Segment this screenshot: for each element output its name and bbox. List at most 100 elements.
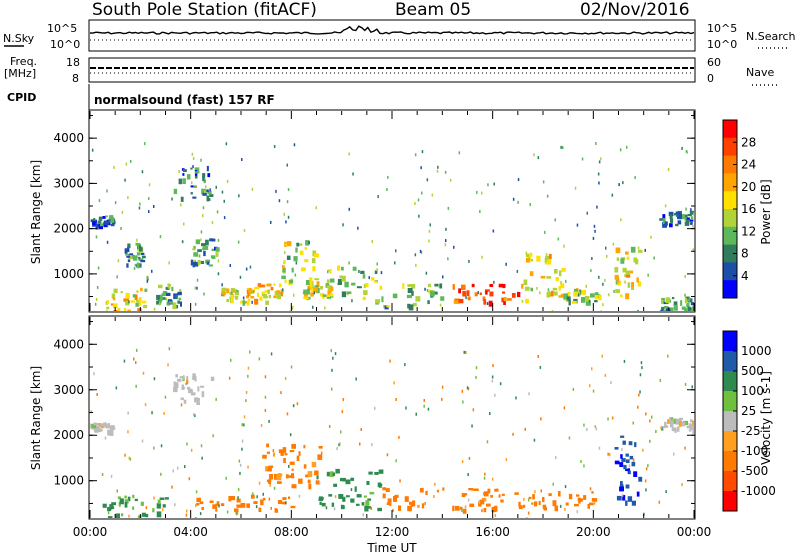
power-cell: [447, 206, 450, 210]
power-cell: [192, 261, 195, 268]
colorbar-segment: [723, 471, 737, 492]
power-cell: [625, 251, 629, 255]
velocity-cell: [269, 483, 271, 487]
power-cell: [667, 168, 670, 171]
nave-tick-bottom: 0: [707, 72, 714, 85]
velocity-cell: [152, 508, 155, 513]
velocity-cell: [92, 425, 96, 429]
velocity-cell: [636, 491, 640, 497]
power-cell: [230, 291, 233, 297]
power-cell: [591, 257, 593, 260]
power-cell: [275, 189, 277, 193]
power-cell: [474, 292, 478, 297]
velocity-cell: [163, 411, 165, 415]
velocity-cell: [515, 396, 517, 400]
power-cell: [439, 283, 443, 289]
power-cell: [201, 243, 206, 247]
power-cell: [268, 294, 272, 299]
freq-tick-top: 18: [66, 56, 80, 69]
power-cell: [428, 229, 431, 233]
power-cell: [466, 290, 470, 296]
power-cell: [600, 310, 602, 311]
power-cell: [225, 142, 228, 146]
power-cell: [124, 248, 127, 254]
velocity-cell: [132, 506, 135, 510]
power-cell: [287, 188, 290, 192]
velocity-cell: [601, 354, 603, 358]
velocity-cell: [475, 366, 478, 370]
velocity-cell: [479, 499, 485, 505]
velocity-cell: [90, 426, 94, 430]
power-cell: [209, 194, 214, 197]
power-cell: [307, 286, 312, 290]
velocity-cell: [286, 412, 289, 416]
power-cell: [165, 286, 170, 290]
velocity-cell: [188, 388, 193, 394]
power-cell: [498, 283, 503, 288]
power-cell: [246, 301, 250, 306]
velocity-cell: [514, 492, 519, 495]
power-cell: [319, 286, 323, 290]
velocity-cell: [196, 402, 200, 405]
power-cell: [572, 300, 577, 304]
velocity-cell: [552, 482, 554, 486]
velocity-cell: [215, 397, 217, 401]
velocity-cell: [238, 459, 241, 463]
velocity-cell: [660, 426, 662, 430]
power-cell: [285, 220, 287, 224]
velocity-cell: [291, 444, 296, 449]
power-cell: [93, 218, 96, 221]
power-cell: [105, 301, 108, 305]
velocity-cell: [494, 488, 499, 492]
velocity-cell: [490, 494, 493, 498]
velocity-cell: [137, 515, 142, 518]
power-cell: [287, 215, 290, 219]
velocity-cell: [172, 469, 174, 473]
power-cell: [665, 297, 671, 304]
velocity-cell: [333, 507, 336, 511]
power-cell: [689, 219, 694, 222]
velocity-cell: [90, 410, 92, 414]
power-cell: [249, 265, 252, 269]
power-cell: [692, 248, 694, 252]
power-cell: [691, 306, 694, 311]
velocity-cell: [102, 503, 107, 508]
power-cell: [90, 219, 94, 223]
power-cell: [630, 246, 636, 253]
power-cell: [200, 230, 203, 234]
velocity-cell: [661, 427, 663, 431]
power-cell: [308, 241, 310, 245]
power-cell: [197, 260, 201, 265]
power-cell: [215, 185, 217, 189]
power-cell: [305, 240, 310, 246]
power-cell: [151, 269, 153, 273]
velocity-cell: [247, 366, 250, 370]
power-cell: [526, 257, 530, 263]
power-cell: [536, 255, 541, 262]
power-cell: [544, 260, 547, 265]
velocity-cell: [289, 461, 295, 465]
power-cell: [156, 300, 161, 305]
velocity-cell: [592, 389, 595, 393]
power-cell: [565, 279, 567, 283]
power-cell: [204, 190, 206, 194]
velocity-cell: [181, 386, 185, 390]
nsky-tick-bottom-right: 10^0: [707, 38, 737, 51]
power-cell: [406, 294, 412, 299]
power-cell: [158, 299, 162, 305]
velocity-cell: [475, 375, 477, 379]
velocity-cell: [405, 406, 407, 410]
power-cell: [112, 303, 118, 309]
power-cell: [230, 299, 234, 304]
velocity-cell: [289, 433, 292, 437]
velocity-cell: [101, 473, 104, 476]
colorbar-tick-label: -100: [741, 444, 768, 458]
velocity-cell: [201, 507, 204, 510]
velocity-cell: [338, 494, 344, 499]
power-cell: [468, 259, 470, 263]
velocity-cell: [332, 472, 335, 476]
velocity-cell: [272, 452, 276, 457]
power-cell: [384, 305, 389, 310]
power-cell: [673, 301, 678, 306]
power-cell: [207, 190, 212, 195]
